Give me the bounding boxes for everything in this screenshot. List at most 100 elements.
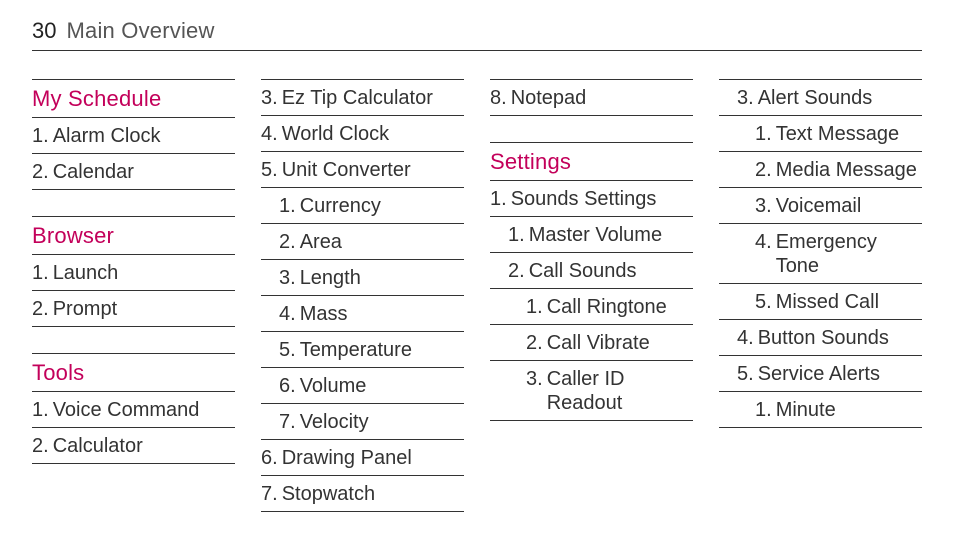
item-number: 2. <box>32 434 49 458</box>
menu-item: 3.Voicemail <box>719 188 922 224</box>
menu-item: 1.Text Message <box>719 116 922 152</box>
item-label: Call Vibrate <box>547 331 693 355</box>
menu-item: 5.Service Alerts <box>719 356 922 392</box>
menu-item: 2.Area <box>261 224 464 260</box>
column: 3.Alert Sounds1.Text Message2.Media Mess… <box>719 79 922 512</box>
item-label: Volume <box>300 374 464 398</box>
item-number: 2. <box>508 259 525 283</box>
menu-item: 6.Drawing Panel <box>261 440 464 476</box>
menu-item: 2.Prompt <box>32 291 235 327</box>
menu-item: 3.Alert Sounds <box>719 79 922 116</box>
page-header: 30 Main Overview <box>32 18 922 51</box>
menu-item: 6.Volume <box>261 368 464 404</box>
page-number: 30 <box>32 18 56 44</box>
item-label: Drawing Panel <box>282 446 464 470</box>
item-number: 5. <box>737 362 754 386</box>
column: My Schedule1.Alarm Clock2.CalendarBrowse… <box>32 79 235 512</box>
item-number: 5. <box>261 158 278 182</box>
menu-item: 1.Voice Command <box>32 392 235 428</box>
menu-item: 1.Launch <box>32 255 235 291</box>
item-number: 2. <box>32 297 49 321</box>
item-number: 1. <box>755 398 772 422</box>
item-label: Master Volume <box>529 223 693 247</box>
item-number: 6. <box>279 374 296 398</box>
item-number: 1. <box>526 295 543 319</box>
item-number: 5. <box>755 290 772 314</box>
item-label: Calculator <box>53 434 235 458</box>
item-label: Caller ID Readout <box>547 367 693 415</box>
item-number: 2. <box>279 230 296 254</box>
item-number: 5. <box>279 338 296 362</box>
item-number: 4. <box>755 230 772 254</box>
item-label: Length <box>300 266 464 290</box>
item-number: 1. <box>508 223 525 247</box>
page: 30 Main Overview My Schedule1.Alarm Cloc… <box>0 0 954 512</box>
item-number: 3. <box>755 194 772 218</box>
item-number: 7. <box>279 410 296 434</box>
item-label: Missed Call <box>776 290 922 314</box>
item-label: Temperature <box>300 338 464 362</box>
item-number: 2. <box>526 331 543 355</box>
menu-item: 3.Ez Tip Calculator <box>261 79 464 116</box>
item-number: 4. <box>261 122 278 146</box>
item-number: 1. <box>755 122 772 146</box>
menu-item: 3.Length <box>261 260 464 296</box>
menu-item: 1.Call Ringtone <box>490 289 693 325</box>
item-number: 4. <box>279 302 296 326</box>
item-number: 2. <box>755 158 772 182</box>
item-label: World Clock <box>282 122 464 146</box>
item-number: 1. <box>490 187 507 211</box>
item-number: 1. <box>32 124 49 148</box>
menu-item: 4.Emergency Tone <box>719 224 922 284</box>
menu-item: 2.Media Message <box>719 152 922 188</box>
item-label: Ez Tip Calculator <box>282 86 464 110</box>
item-number: 1. <box>32 261 49 285</box>
item-label: Area <box>300 230 464 254</box>
item-label: Mass <box>300 302 464 326</box>
menu-item: 5.Unit Converter <box>261 152 464 188</box>
item-label: Notepad <box>511 86 693 110</box>
menu-item: 2.Call Sounds <box>490 253 693 289</box>
item-label: Voice Command <box>53 398 235 422</box>
item-label: Call Ringtone <box>547 295 693 319</box>
item-label: Stopwatch <box>282 482 464 506</box>
item-label: Minute <box>776 398 922 422</box>
menu-item: 1.Currency <box>261 188 464 224</box>
menu-item: 4.World Clock <box>261 116 464 152</box>
section-heading: My Schedule <box>32 79 235 118</box>
item-number: 6. <box>261 446 278 470</box>
item-number: 3. <box>279 266 296 290</box>
item-label: Voicemail <box>776 194 922 218</box>
item-number: 3. <box>526 367 543 391</box>
item-label: Sounds Settings <box>511 187 693 211</box>
menu-item: 1.Sounds Settings <box>490 181 693 217</box>
item-number: 4. <box>737 326 754 350</box>
item-number: 8. <box>490 86 507 110</box>
item-number: 3. <box>261 86 278 110</box>
item-label: Service Alerts <box>758 362 922 386</box>
item-number: 1. <box>32 398 49 422</box>
menu-item: 5.Temperature <box>261 332 464 368</box>
item-label: Launch <box>53 261 235 285</box>
item-label: Media Message <box>776 158 922 182</box>
item-label: Text Message <box>776 122 922 146</box>
item-number: 3. <box>737 86 754 110</box>
menu-item: 1.Alarm Clock <box>32 118 235 154</box>
item-label: Button Sounds <box>758 326 922 350</box>
menu-item: 2.Calendar <box>32 154 235 190</box>
menu-item: 1.Minute <box>719 392 922 428</box>
menu-item: 2.Calculator <box>32 428 235 464</box>
item-label: Velocity <box>300 410 464 434</box>
item-label: Prompt <box>53 297 235 321</box>
section-heading: Browser <box>32 216 235 255</box>
column: 3.Ez Tip Calculator4.World Clock5.Unit C… <box>261 79 464 512</box>
menu-item: 7.Velocity <box>261 404 464 440</box>
item-label: Unit Converter <box>282 158 464 182</box>
section-heading: Tools <box>32 353 235 392</box>
menu-item: 4.Mass <box>261 296 464 332</box>
item-label: Calendar <box>53 160 235 184</box>
columns-container: My Schedule1.Alarm Clock2.CalendarBrowse… <box>32 79 922 512</box>
menu-item: 2.Call Vibrate <box>490 325 693 361</box>
item-label: Emergency Tone <box>776 230 922 278</box>
column: 8.NotepadSettings1.Sounds Settings1.Mast… <box>490 79 693 512</box>
